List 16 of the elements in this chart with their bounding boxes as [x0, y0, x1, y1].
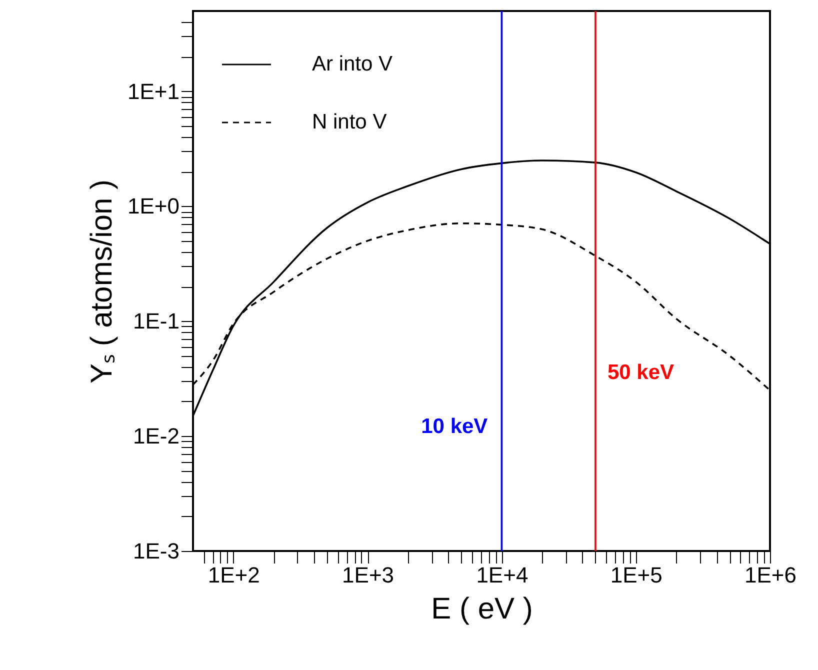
y-tick-label: 1E-1	[133, 308, 180, 334]
y-tick-label: 1E+1	[128, 78, 180, 104]
x-tick-label: 1E+5	[610, 562, 662, 588]
y-axis-title: Yₛ ( atoms/ion )	[86, 179, 119, 384]
x-tick-label: 1E+4	[476, 562, 528, 588]
x-tick-label: 1E+6	[744, 562, 796, 588]
y-tick-label: 1E-3	[133, 538, 180, 564]
y-tick-label: 1E+0	[128, 194, 180, 219]
ref-line-label: 10 keV	[421, 414, 488, 438]
y-tick-label: 1E-2	[133, 424, 180, 449]
legend-label: Ar into V	[312, 52, 393, 76]
ref-line-label: 50 keV	[607, 360, 674, 384]
legend-label: N into V	[312, 110, 387, 134]
x-axis-title: E ( eV )	[431, 592, 533, 626]
x-tick-label: 1E+3	[342, 562, 394, 588]
x-tick-label: 1E+2	[208, 562, 260, 588]
